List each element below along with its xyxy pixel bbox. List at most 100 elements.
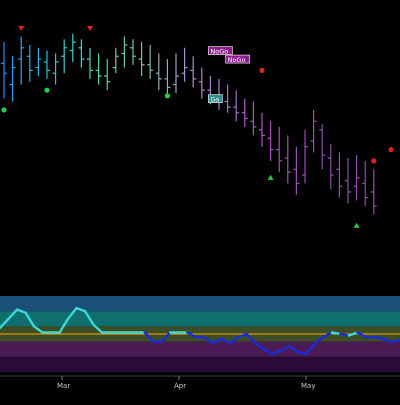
oscillator-line-segment — [211, 337, 223, 345]
signal-dot — [259, 67, 265, 73]
price-bar — [173, 53, 179, 94]
nogo-tag: NoGo — [225, 54, 250, 64]
oscillator-line-segment — [0, 317, 10, 330]
oscillator-line-segment — [75, 306, 87, 313]
oscillator-line-segment — [339, 332, 351, 337]
oscillator-line-segment — [381, 337, 393, 343]
price-bar — [284, 135, 291, 184]
price-bar — [336, 152, 343, 198]
price-bar — [198, 67, 205, 99]
oscillator-line-segment — [186, 331, 197, 339]
signal-triangle-up — [353, 222, 360, 228]
oscillator-line-segment — [330, 331, 342, 336]
x-tick-label: Mar — [57, 382, 70, 390]
signal-dot — [371, 158, 377, 164]
oscillator-line-segment — [254, 341, 266, 351]
price-bar — [61, 39, 68, 74]
signal-dot — [164, 93, 170, 99]
tag-box — [225, 54, 250, 64]
oscillator-line-segment — [305, 341, 317, 355]
price-bar — [181, 47, 188, 82]
tag-label: NoGo — [210, 48, 228, 56]
oscillator-band — [0, 311, 400, 327]
price-bar — [241, 98, 248, 127]
oscillator-line-segment — [262, 348, 274, 355]
oscillator-line-segment — [271, 349, 283, 355]
x-tick-label: Apr — [174, 382, 186, 390]
nogo-tag: NoGo — [208, 46, 233, 56]
price-bar — [138, 42, 145, 77]
price-bar — [362, 160, 369, 207]
oscillator-line-segment — [228, 335, 240, 345]
signal-triangle-down — [18, 26, 25, 31]
oscillator-line-segment — [313, 335, 325, 345]
oscillator-line-segment — [322, 331, 334, 339]
oscillator-line-segment — [347, 331, 359, 337]
price-bar — [18, 36, 25, 85]
price-bar — [190, 56, 197, 88]
oscillator-line-segment — [356, 331, 368, 339]
oscillator-line-segment — [220, 337, 231, 345]
price-bar — [259, 112, 265, 147]
price-bar — [147, 44, 154, 79]
oscillator-line-segment — [143, 331, 155, 343]
oscillator-line-segment — [288, 344, 300, 354]
price-bar — [35, 47, 42, 77]
oscillator-band — [0, 356, 400, 372]
price-bar — [26, 44, 33, 82]
tag-label: Go — [210, 96, 219, 104]
tag-box — [208, 46, 233, 55]
price-bar — [233, 90, 240, 122]
tag-box — [208, 94, 223, 103]
x-axis: Mar Apr May — [0, 375, 400, 390]
x-tick-label: May — [301, 382, 315, 390]
signal-dot — [388, 146, 394, 153]
oscillator-line-segment — [83, 310, 95, 327]
oscillator-line-segment — [373, 335, 385, 340]
oscillator-line-segment — [237, 332, 249, 339]
oscillator-line-segment — [390, 338, 400, 343]
price-bar — [370, 169, 377, 215]
price-bar — [224, 84, 231, 113]
oscillator-band — [0, 341, 400, 357]
oscillator-line-segment — [24, 311, 36, 328]
oscillator-line-segment — [296, 351, 308, 355]
price-bar — [1, 42, 7, 99]
oscillator-line-segment — [58, 317, 70, 334]
price-bar — [9, 56, 16, 102]
tag-label: NoGo — [228, 56, 246, 64]
oscillator-panel — [0, 296, 400, 372]
price-bar — [293, 146, 300, 195]
price-bar — [78, 39, 85, 68]
oscillator-line-segment — [66, 306, 78, 320]
price-bar — [267, 121, 274, 161]
price-bar — [353, 155, 360, 201]
price-bar — [164, 59, 171, 96]
price-bar — [52, 53, 59, 85]
price-bar — [130, 39, 136, 65]
oscillator-line-segment — [279, 344, 291, 352]
price-bar — [44, 50, 50, 79]
price-bar — [155, 53, 162, 91]
price-bar — [319, 124, 326, 170]
oscillator-line-segment — [15, 308, 27, 314]
price-bar — [69, 33, 76, 62]
signal-dot — [44, 87, 50, 93]
signal-triangle-up — [267, 174, 274, 180]
price-bar — [345, 158, 351, 204]
price-bar — [310, 109, 317, 153]
oscillator-line-segment — [203, 335, 214, 345]
price-bar — [87, 47, 93, 79]
price-bar — [104, 59, 111, 91]
signal-dot — [1, 107, 7, 113]
price-bar — [276, 126, 283, 173]
oscillator-line-segment — [32, 325, 44, 334]
oscillator-line-segment — [92, 323, 104, 334]
signal-triangle-down — [87, 26, 93, 31]
oscillator-band — [0, 296, 400, 312]
price-bar — [95, 53, 102, 85]
price-bar — [327, 143, 334, 190]
